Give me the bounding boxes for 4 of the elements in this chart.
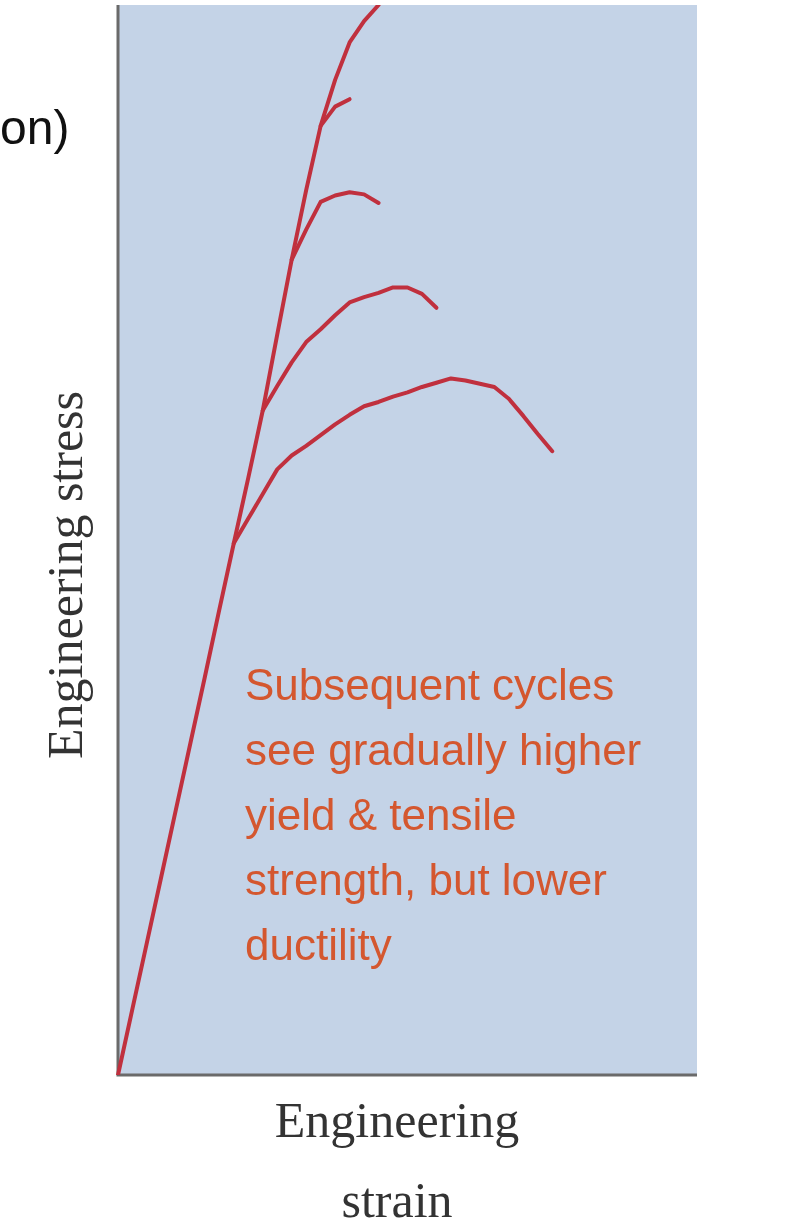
y-axis-title: Engineering stress: [36, 391, 94, 759]
text: on): [0, 100, 70, 155]
x-axis-title: Engineering strain: [274, 1091, 520, 1230]
annotation: Subsequent cycles see gradually higher yield & tensile strength, but lower ductility: [245, 659, 643, 971]
